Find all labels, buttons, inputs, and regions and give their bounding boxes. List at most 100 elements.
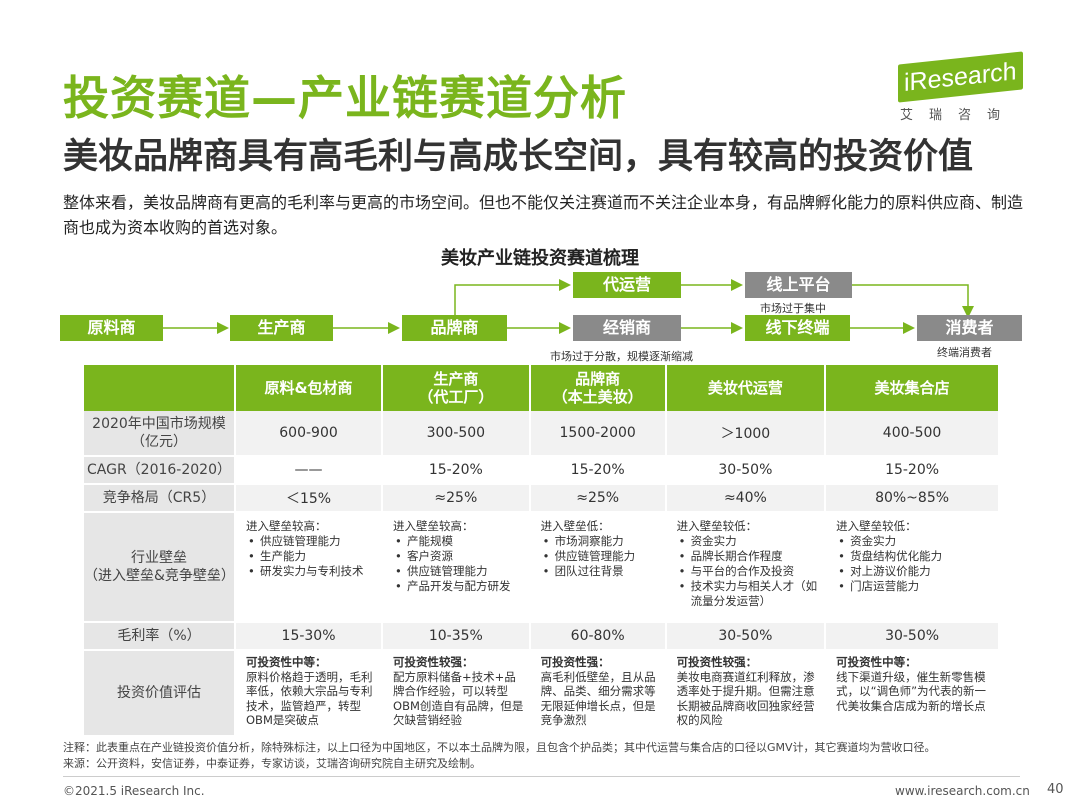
table-cell: 300-500 <box>383 411 531 457</box>
evaluation-text: 线下渠道升级，催生新零售模式，以“调色师”为代表的新一代美妆集合店成为新的增长点 <box>836 669 987 713</box>
list-item: 技术实力与相关人才（如流量分发运营） <box>677 579 820 609</box>
table-cell: 15-20% <box>383 457 531 485</box>
evaluation-cell: 可投资性中等： 原料价格趋于透明，毛利率低，依赖大宗品与专利技术，监管趋严，转型… <box>236 651 384 737</box>
note-distributor: 市场过于分散，规模逐渐缩减 <box>550 350 693 363</box>
list-item: 与平台的合作及投资 <box>677 564 820 579</box>
list-item: 资金实力 <box>836 534 994 549</box>
list-item: 货盘结构优化能力 <box>836 549 994 564</box>
barrier-head: 进入壁垒较高： <box>393 519 474 533</box>
evaluation-head: 可投资性较强： <box>676 655 758 669</box>
barrier-list: 市场洞察能力 供应链管理能力 团队过往背景 <box>541 534 661 579</box>
list-item: 供应链管理能力 <box>393 564 525 579</box>
list-item: 资金实力 <box>677 534 820 549</box>
table-cell: 60-80% <box>530 623 667 651</box>
table-row: 行业壁垒 （进入壁垒&竞争壁垒） 进入壁垒较高： 供应链管理能力 生产能力 研发… <box>84 513 1000 623</box>
table-row: 毛利率（%） 15-30% 10-35% 60-80% 30-50% 30-50… <box>84 623 1000 651</box>
table-row: 投资价值评估 可投资性中等： 原料价格趋于透明，毛利率低，依赖大宗品与专利技术，… <box>84 651 1000 737</box>
footer-url[interactable]: www.iresearch.com.cn <box>895 784 1030 798</box>
evaluation-text: 美妆电商赛道红利释放，渗透率处于提升期。但需注意长期被品牌商收回独家经营权的风险 <box>676 669 815 728</box>
flow-arrows <box>163 279 974 334</box>
table-row: CAGR（2016-2020） —— 15-20% 15-20% 30-50% … <box>84 457 1000 485</box>
barrier-list: 供应链管理能力 生产能力 研发实力与专利技术 <box>246 534 377 579</box>
list-item: 团队过往背景 <box>541 564 661 579</box>
node-offline-terminal: 线下终端 <box>745 315 850 341</box>
logo-subtext: 艾瑞咨询 <box>900 108 1017 123</box>
barrier-cell: 进入壁垒低： 市场洞察能力 供应链管理能力 团队过往背景 <box>530 513 667 623</box>
evaluation-head: 可投资性较强： <box>393 655 474 669</box>
node-brand: 品牌商 <box>402 315 507 341</box>
barrier-head: 进入壁垒较低： <box>836 519 917 533</box>
barrier-cell: 进入壁垒较低： 资金实力 品牌长期合作程度 与平台的合作及投资 技术实力与相关人… <box>666 513 827 623</box>
table-cell: ≈25% <box>383 485 531 513</box>
diagram-title: 美妆产业链投资赛道梳理 <box>441 248 639 269</box>
table-cell: ＜15% <box>236 485 384 513</box>
evaluation-head: 可投资性中等： <box>246 655 327 669</box>
evaluation-text: 高毛利低壁垒，且从品牌、品类、细分需求等无限延伸增长点，但是竞争激烈 <box>540 669 656 728</box>
table-cell: 30-50% <box>826 623 1000 651</box>
table-cell: 10-35% <box>383 623 531 651</box>
node-raw-material: 原料商 <box>60 315 163 341</box>
col-header: 生产商 （代工厂） <box>383 365 531 411</box>
table-cell: ＞1000 <box>666 411 827 457</box>
table-cell: 400-500 <box>826 411 1000 457</box>
table-cell: 30-50% <box>666 623 827 651</box>
list-item: 客户资源 <box>393 549 525 564</box>
footnote-source: 来源：公开资料，安信证券，中泰证券，专家访谈，艾瑞咨询研究院自主研究及绘制。 <box>63 757 481 770</box>
footer-divider <box>63 776 1020 777</box>
col-header: 品牌商 （本土美妆） <box>530 365 667 411</box>
note-online: 市场过于集中 <box>760 302 826 315</box>
node-distributor: 经销商 <box>573 315 681 341</box>
col-header: 美妆集合店 <box>826 365 1000 411</box>
page-title: 投资赛道—产业链赛道分析 <box>63 71 627 125</box>
node-agency: 代运营 <box>573 272 681 298</box>
row-header: 竞争格局（CR5） <box>84 485 236 513</box>
row-header: 2020年中国市场规模 （亿元） <box>84 411 236 457</box>
table-cell: 15-20% <box>530 457 667 485</box>
barrier-list: 产能规模 客户资源 供应链管理能力 产品开发与配方研发 <box>393 534 525 594</box>
table-cell: 1500-2000 <box>530 411 667 457</box>
list-item: 品牌长期合作程度 <box>677 549 820 564</box>
list-item: 市场洞察能力 <box>541 534 661 549</box>
row-header: 投资价值评估 <box>84 651 236 737</box>
table-header-row: 原料&包材商 生产商 （代工厂） 品牌商 （本土美妆） 美妆代运营 美妆集合店 <box>84 365 1000 411</box>
evaluation-cell: 可投资性中等： 线下渠道升级，催生新零售模式，以“调色师”为代表的新一代美妆集合… <box>826 651 1000 737</box>
footnotes: 注释：此表重点在产业链投资价值分析，除特殊标注，以上口径为中国地区，不以本土品牌… <box>63 740 936 772</box>
barrier-head: 进入壁垒低： <box>540 519 610 533</box>
table-row: 竞争格局（CR5） ＜15% ≈25% ≈25% ≈40% 80%~85% <box>84 485 1000 513</box>
barrier-cell: 进入壁垒较高： 供应链管理能力 生产能力 研发实力与专利技术 <box>236 513 384 623</box>
node-online-platform: 线上平台 <box>745 272 852 298</box>
table-cell: 15-30% <box>236 623 384 651</box>
barrier-cell: 进入壁垒较高： 产能规模 客户资源 供应链管理能力 产品开发与配方研发 <box>383 513 531 623</box>
list-item: 产品开发与配方研发 <box>393 579 525 594</box>
list-item: 供应链管理能力 <box>541 549 661 564</box>
evaluation-text: 原料价格趋于透明，毛利率低，依赖大宗品与专利技术，监管趋严，转型OBM是突破点 <box>246 669 373 728</box>
page-subtitle: 美妆品牌商具有高毛利与高成长空间，具有较高的投资价值 <box>63 137 974 177</box>
evaluation-cell: 可投资性较强： 美妆电商赛道红利释放，渗透率处于提升期。但需注意长期被品牌商收回… <box>666 651 827 737</box>
list-item: 供应链管理能力 <box>246 534 377 549</box>
value-chain-diagram: 原料商 生产商 品牌商 代运营 经销商 线上平台 线下终端 消费者 市场过于集中… <box>0 270 1080 365</box>
barrier-list: 资金实力 货盘结构优化能力 对上游议价能力 门店运营能力 <box>836 534 994 594</box>
logo-text: iResearch <box>898 51 1023 103</box>
barrier-cell: 进入壁垒较低： 资金实力 货盘结构优化能力 对上游议价能力 门店运营能力 <box>826 513 1000 623</box>
table-corner <box>84 365 236 411</box>
list-item: 生产能力 <box>246 549 377 564</box>
barrier-head: 进入壁垒较高： <box>246 519 327 533</box>
table-cell: 30-50% <box>666 457 827 485</box>
barrier-head: 进入壁垒较低： <box>676 519 758 533</box>
row-header: CAGR（2016-2020） <box>84 457 236 485</box>
list-item: 门店运营能力 <box>836 579 994 594</box>
iresearch-logo: iResearch 艾瑞咨询 <box>898 51 1023 123</box>
evaluation-cell: 可投资性较强： 配方原料储备+技术+品牌合作经验，可以转型OBM创造自有品牌，但… <box>383 651 531 737</box>
row-header: 毛利率（%） <box>84 623 236 651</box>
col-header: 美妆代运营 <box>666 365 827 411</box>
barrier-list: 资金实力 品牌长期合作程度 与平台的合作及投资 技术实力与相关人才（如流量分发运… <box>677 534 820 609</box>
investment-table: 原料&包材商 生产商 （代工厂） 品牌商 （本土美妆） 美妆代运营 美妆集合店 … <box>84 365 1000 737</box>
node-producer: 生产商 <box>230 315 333 341</box>
table-cell: ≈25% <box>530 485 667 513</box>
intro-paragraph: 整体来看，美妆品牌商有更高的毛利率与更高的市场空间。但也不能仅关注赛道而不关注企… <box>63 193 1024 237</box>
table-cell: —— <box>236 457 384 485</box>
evaluation-head: 可投资性强： <box>540 655 610 669</box>
table-cell: ≈40% <box>666 485 827 513</box>
list-item: 产能规模 <box>393 534 525 549</box>
row-header: 行业壁垒 （进入壁垒&竞争壁垒） <box>84 513 236 623</box>
